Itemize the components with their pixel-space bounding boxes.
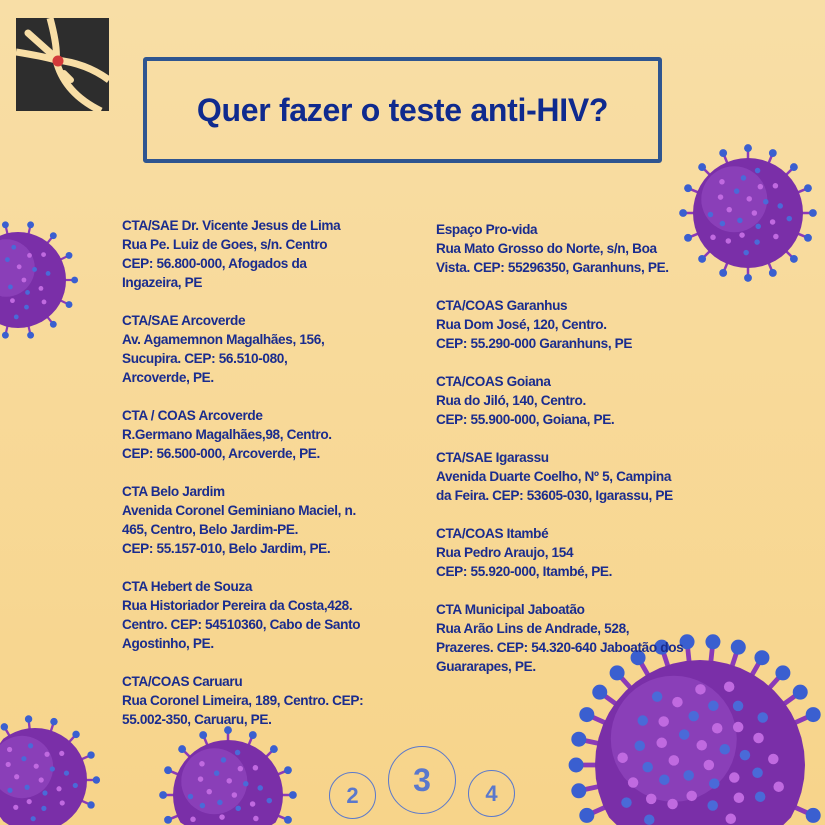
virus-icon (679, 144, 817, 282)
address-line: Rua Dom José, 120, Centro. (436, 317, 607, 332)
virus-icon (159, 726, 297, 825)
address-line: 55.002-350, Caruaru, PE. (122, 712, 272, 727)
address-entry: CTA/COAS Goiana Rua do Jiló, 140, Centro.… (436, 372, 736, 429)
virus-icon (568, 634, 821, 825)
address-line: Vista. CEP: 55296350, Garanhuns, PE. (436, 260, 669, 275)
logo (16, 18, 109, 111)
address-entry: CTA/SAE Arcoverde Av. Agamemnon Magalhães… (122, 311, 412, 387)
location-name: CTA Hebert de Souza (122, 579, 253, 594)
virus-icon (0, 715, 101, 825)
address-line: Arcoverde, PE. (122, 370, 214, 385)
address-line: Rua Historiador Pereira da Costa,428. (122, 598, 353, 613)
address-line: Avenida Duarte Coelho, Nº 5, Campina (436, 469, 672, 484)
page-4-button[interactable]: 4 (468, 770, 515, 817)
page-title: Quer fazer o teste anti-HIV? (196, 91, 609, 128)
address-entry: CTA/COAS Itambé Rua Pedro Araujo, 154 CEP:… (436, 524, 736, 581)
address-line: Sucupira. CEP: 56.510-080, (122, 351, 288, 366)
address-entry: CTA Belo Jardim Avenida Coronel Geminiano… (122, 482, 412, 558)
address-line: CEP: 56.800-000, Afogados da (122, 256, 307, 271)
address-line: CEP: 55.920-000, Itambé, PE. (436, 564, 613, 579)
address-entry: CTA Municipal Jaboatão Rua Arão Lins de A… (436, 600, 736, 676)
location-name: CTA/SAE Arcoverde (122, 313, 246, 328)
address-line: CEP: 56.500-000, Arcoverde, PE. (122, 446, 320, 461)
left-address-list: CTA/SAE Dr. Vicente Jesus de Lima Rua Pe.… (122, 216, 412, 729)
address-line: Av. Agamemnon Magalhães, 156, (122, 332, 325, 347)
page-2-button[interactable]: 2 (329, 772, 376, 819)
address-entry: CTA/COAS Garanhus Rua Dom José, 120, Cent… (436, 296, 736, 353)
address-entry: CTA/SAE Dr. Vicente Jesus de Lima Rua Pe.… (122, 216, 412, 292)
address-line: Ingazeira, PE (122, 275, 203, 290)
address-line: Agostinho, PE. (122, 636, 214, 651)
address-line: Rua Pe. Luiz de Goes, s/n. Centro (122, 237, 328, 252)
address-entry: Espaço Pro-vida Rua Mato Grosso do Norte,… (436, 220, 736, 277)
address-line: Rua Coronel Limeira, 189, Centro. CEP: (122, 693, 364, 708)
location-name: CTA/COAS Caruaru (122, 674, 243, 689)
right-address-list: Espaço Pro-vida Rua Mato Grosso do Norte,… (436, 220, 736, 676)
address-line: Guararapes, PE. (436, 659, 536, 674)
location-name: CTA Belo Jardim (122, 484, 225, 499)
address-entry: CTA/COAS Caruaru Rua Coronel Limeira, 189… (122, 672, 412, 729)
current-page-indicator: 3 (388, 746, 456, 814)
location-name: CTA/SAE Dr. Vicente Jesus de Lima (122, 218, 341, 233)
address-line: Centro. CEP: 54510360, Cabo de Santo (122, 617, 361, 632)
address-line: da Feira. CEP: 53605-030, Igarassu, PE (436, 488, 673, 503)
address-line: Rua Pedro Araujo, 154 (436, 545, 574, 560)
location-name: CTA/COAS Itambé (436, 526, 549, 541)
location-name: CTA/COAS Garanhus (436, 298, 568, 313)
address-line: R.Germano Magalhães,98, Centro. (122, 427, 332, 442)
location-name: CTA/COAS Goiana (436, 374, 551, 389)
virus-icon (0, 221, 79, 339)
page-number: 4 (485, 780, 498, 806)
location-name: Espaço Pro-vida (436, 222, 538, 237)
address-line: 465, Centro, Belo Jardim-PE. (122, 522, 299, 537)
location-name: CTA/SAE Igarassu (436, 450, 549, 465)
address-line: Prazeres. CEP: 54.320-640 Jaboatão dos (436, 640, 684, 655)
address-entry: CTA / COAS Arcoverde R.Germano Magalhães,… (122, 406, 412, 463)
location-name: CTA Municipal Jaboatão (436, 602, 585, 617)
address-entry: CTA Hebert de Souza Rua Historiador Perei… (122, 577, 412, 653)
address-line: Rua Mato Grosso do Norte, s/n, Boa (436, 241, 657, 256)
address-line: Rua Arão Lins de Andrade, 528, (436, 621, 630, 636)
address-entry: CTA/SAE Igarassu Avenida Duarte Coelho, N… (436, 448, 736, 505)
page-number: 2 (346, 782, 359, 808)
address-line: Avenida Coronel Geminiano Maciel, n. (122, 503, 356, 518)
location-name: CTA / COAS Arcoverde (122, 408, 263, 423)
title-frame: Quer fazer o teste anti-HIV? (143, 57, 662, 163)
address-line: CEP: 55.290-000 Garanhuns, PE (436, 336, 633, 351)
address-line: CEP: 55.157-010, Belo Jardim, PE. (122, 541, 331, 556)
page-number: 3 (413, 761, 431, 798)
address-line: CEP: 55.900-000, Goiana, PE. (436, 412, 615, 427)
address-line: Rua do Jiló, 140, Centro. (436, 393, 586, 408)
